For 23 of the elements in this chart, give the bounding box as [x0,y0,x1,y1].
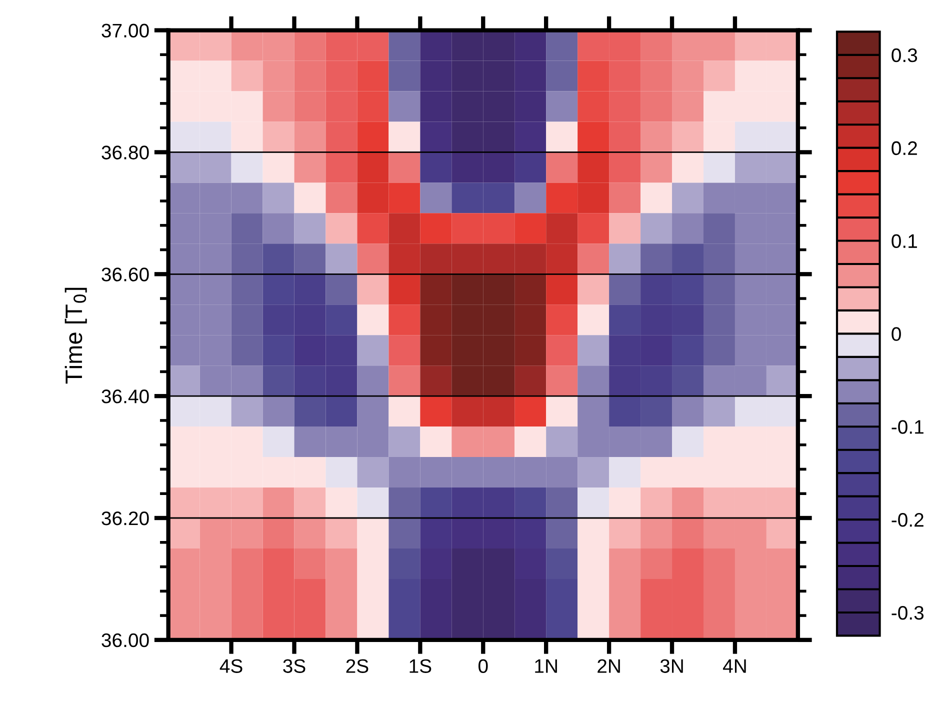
x-tick-label: 1N [535,659,557,673]
color-bar-label: 0 [892,327,901,341]
x-tick-label: 4S [220,659,242,673]
x-tick-label: 2S [346,659,368,673]
y-tick-label: 36.00 [102,633,149,648]
color-bar-label: -0.3 [892,606,924,620]
x-tick-label: 1S [410,659,432,673]
color-bar-label: 0.2 [892,141,917,156]
y-tick-label: 36.60 [102,268,149,282]
y-tick-label: 37.00 [102,24,149,38]
x-tick-label: 2N [598,659,620,673]
color-bar-label: 0.1 [892,234,917,248]
y-axis-title: Time [T$_{0}$] [64,288,87,384]
y-tick-label: 36.20 [102,511,149,526]
x-tick-label: 4N [723,659,746,673]
color-bar-label: -0.1 [892,420,924,434]
color-bar-label: 0.3 [892,48,918,62]
y-tick-label: 36.80 [102,146,149,160]
y-tick-label: 36.40 [102,390,149,404]
x-tick-label: 3S [283,659,306,673]
x-tick-label: 3N [660,659,683,673]
color-bar-label: -0.2 [892,513,924,527]
x-tick-label: 0 [478,659,488,673]
